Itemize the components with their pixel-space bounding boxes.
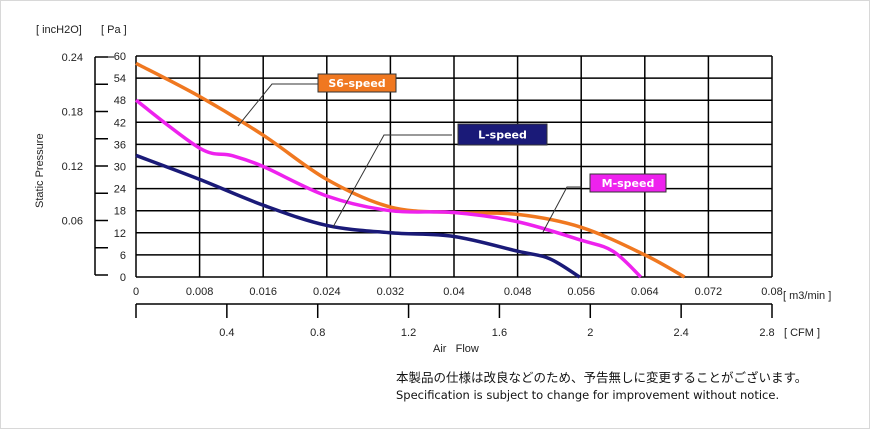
y-tick-label: 54: [114, 73, 126, 85]
legend-box-s6-speed: [317, 73, 397, 93]
inch-tick-label: 0.18: [62, 107, 83, 119]
y-tick-label: 24: [114, 184, 126, 196]
x-tick-label: 0.04: [443, 286, 464, 298]
y-tick-label: 60: [114, 51, 126, 63]
pa-unit-label: [ Pa ]: [101, 24, 127, 36]
m3min-unit-label: [ m3/min ]: [783, 290, 831, 302]
cfm-tick-label: 1.2: [401, 327, 416, 339]
y-tick-label: 0: [120, 272, 126, 284]
x-tick-label: 0: [133, 286, 139, 298]
inch-tick-label: 0.12: [62, 161, 83, 173]
y-axis-label: Static Pressure: [34, 133, 46, 208]
callout-line-l-speed: [332, 134, 452, 228]
x-tick-label: 0.016: [249, 286, 277, 298]
legend-label-l-speed: L-speed: [478, 129, 527, 142]
x-axis-label: Air Flow: [433, 343, 479, 355]
inch-tick-label: 0.24: [62, 52, 83, 64]
y-tick-label: 42: [114, 117, 126, 129]
x-tick-label: 0.048: [504, 286, 532, 298]
x-tick-label: 0.08: [761, 286, 782, 298]
japanese-note: 本製品の仕様は改良などのため、予告無しに変更することがございます。: [396, 370, 808, 385]
x-tick-label: 0.032: [377, 286, 405, 298]
series-line-m-speed: [134, 98, 643, 279]
legend-box-l-speed: [457, 123, 548, 146]
x-tick-label: 0.008: [186, 286, 214, 298]
y-tick-label: 36: [114, 139, 126, 151]
inch-unit-label: [ incH2O]: [36, 24, 82, 36]
y-tick-label: 12: [114, 228, 126, 240]
cfm-tick-label: 0.4: [219, 327, 234, 339]
series-line-l-speed: [135, 153, 581, 279]
cfm-tick-label: 2.8: [759, 327, 774, 339]
x-tick-label: 0.072: [695, 286, 723, 298]
callout-line-m-speed: [542, 186, 582, 233]
legend-label-s6-speed: S6-speed: [328, 77, 385, 90]
legend-box-m-speed: [589, 173, 667, 193]
y-tick-label: 6: [120, 250, 126, 262]
x-tick-label: 0.024: [313, 286, 341, 298]
cfm-tick-label: 1.6: [492, 327, 507, 339]
callout-line-s6-speed: [237, 83, 318, 127]
y-tick-label: 18: [114, 206, 126, 218]
y-tick-label: 48: [114, 95, 126, 107]
english-note: Specification is subject to change for i…: [396, 388, 780, 402]
inch-tick-label: 0.06: [62, 216, 83, 228]
y-tick-label: 30: [114, 162, 126, 174]
cfm-unit-label: [ CFM ]: [784, 327, 820, 339]
cfm-tick-label: 2.4: [673, 327, 688, 339]
x-tick-label: 0.064: [631, 286, 659, 298]
x-tick-label: 0.056: [567, 286, 595, 298]
cfm-tick-label: 0.8: [310, 327, 325, 339]
legend-label-m-speed: M-speed: [602, 177, 655, 190]
cfm-tick-label: 2: [587, 327, 593, 339]
